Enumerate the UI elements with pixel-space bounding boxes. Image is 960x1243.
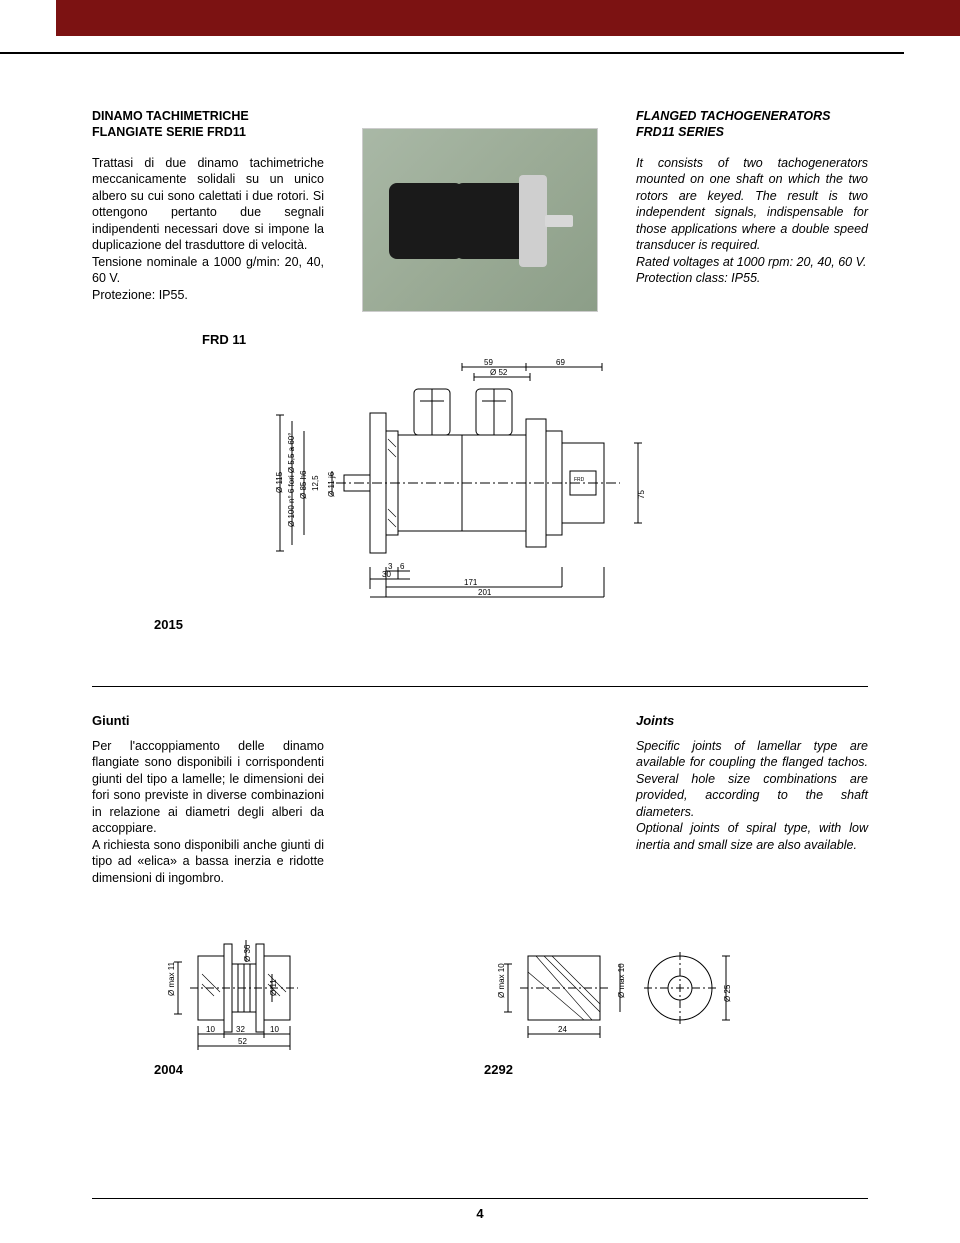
svg-text:24: 24 <box>558 1025 567 1034</box>
label-2015: 2015 <box>154 617 868 632</box>
svg-text:30: 30 <box>382 570 391 579</box>
joint-2004: Ø max 11 Ø 36 Ø 11 <box>154 926 374 1077</box>
photo-device <box>389 175 573 267</box>
photo-shaft <box>545 215 573 227</box>
svg-text:Ø max 10: Ø max 10 <box>497 963 506 998</box>
photo-flange <box>519 175 547 267</box>
svg-text:6: 6 <box>400 562 405 571</box>
bottom-rule <box>92 686 868 687</box>
svg-text:Ø 36: Ø 36 <box>243 944 252 962</box>
english-title: FLANGED TACHOGENERATORS FRD11 SERIES <box>636 108 868 141</box>
italian-title-l2: FLANGIATE SERIE FRD11 <box>92 125 246 139</box>
svg-text:10: 10 <box>270 1025 279 1034</box>
frd11-label: FRD 11 <box>202 332 868 347</box>
english-title-l1: FLANGED TACHOGENERATORS <box>636 109 830 123</box>
svg-text:12,5: 12,5 <box>311 475 320 491</box>
top-section: DINAMO TACHIMETRICHE FLANGIATE SERIE FRD… <box>92 108 868 312</box>
photo-body-right <box>455 183 529 259</box>
svg-text:69: 69 <box>556 358 565 367</box>
italian-body: Trattasi di due dinamo tachime­triche me… <box>92 155 324 304</box>
giunti-body: Per l'accoppiamento delle dinamo flangia… <box>92 738 324 887</box>
italian-title: DINAMO TACHIMETRICHE FLANGIATE SERIE FRD… <box>92 108 324 141</box>
page-number: 4 <box>0 1206 960 1221</box>
joint-2292: Ø max 10 24 Ø max 10 <box>484 926 744 1077</box>
page-content: DINAMO TACHIMETRICHE FLANGIATE SERIE FRD… <box>92 108 868 1077</box>
english-title-l2: FRD11 SERIES <box>636 125 724 139</box>
svg-text:Ø max 10: Ø max 10 <box>617 963 626 998</box>
header-rule <box>0 52 904 54</box>
frd11-drawing: 59 69 Ø 52 Ø 115 Ø 100 n° 6 fori Ø 5,5 a… <box>240 353 720 613</box>
bottom-section-rule-wrap: Giunti Per l'accoppiamento delle dinamo … <box>92 686 868 886</box>
svg-text:171: 171 <box>464 578 478 587</box>
svg-text:201: 201 <box>478 588 492 597</box>
svg-text:75: 75 <box>637 490 646 499</box>
svg-text:59: 59 <box>484 358 493 367</box>
english-column: FLANGED TACHOGENERATORS FRD11 SERIES It … <box>636 108 868 312</box>
joint-2004-svg: Ø max 11 Ø 36 Ø 11 <box>154 926 374 1056</box>
page-bottom-rule <box>92 1198 868 1199</box>
joint-diagrams: Ø max 11 Ø 36 Ø 11 <box>154 926 868 1077</box>
italian-column: DINAMO TACHIMETRICHE FLANGIATE SERIE FRD… <box>92 108 324 312</box>
giunti-title: Giunti <box>92 713 324 730</box>
joints-body: Specific joints of lamellar type are ava… <box>636 738 868 854</box>
svg-text:Ø 11: Ø 11 <box>269 979 278 996</box>
joints-column: Joints Specific joints of lamellar type … <box>636 713 868 886</box>
label-2004: 2004 <box>154 1062 374 1077</box>
svg-text:Ø 25: Ø 25 <box>723 984 732 1002</box>
english-body: It consists of two tachogenera­tors moun… <box>636 155 868 287</box>
svg-text:FRD: FRD <box>574 477 585 483</box>
svg-text:Ø 52: Ø 52 <box>490 368 508 377</box>
italian-title-l1: DINAMO TACHIMETRICHE <box>92 109 249 123</box>
header-bar <box>56 0 960 36</box>
joints-title: Joints <box>636 713 868 730</box>
photo-body-left <box>389 183 463 259</box>
product-photo <box>362 128 598 312</box>
svg-text:32: 32 <box>236 1025 245 1034</box>
joint-2292-svg: Ø max 10 24 Ø max 10 <box>484 926 744 1056</box>
label-2292: 2292 <box>484 1062 744 1077</box>
svg-text:Ø max 11: Ø max 11 <box>167 962 176 997</box>
svg-text:52: 52 <box>238 1037 247 1046</box>
svg-text:10: 10 <box>206 1025 215 1034</box>
giunti-column: Giunti Per l'accoppiamento delle dinamo … <box>92 713 324 886</box>
product-photo-wrap <box>350 108 610 312</box>
